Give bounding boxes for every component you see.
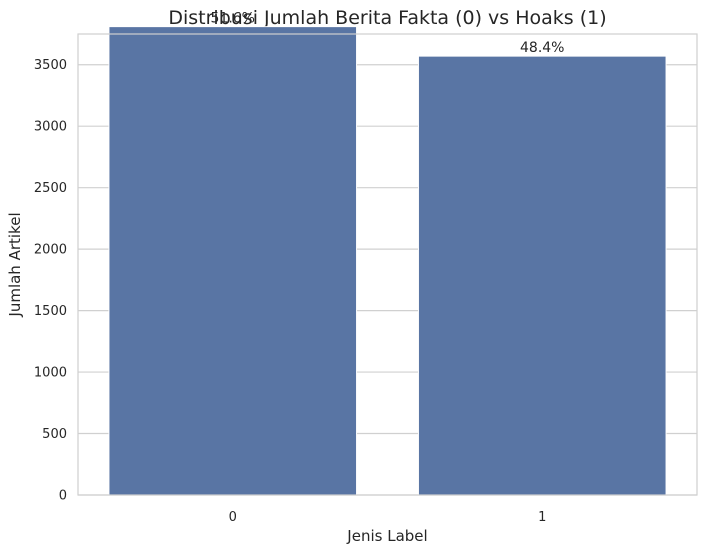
y-tick-label: 500 [42, 427, 67, 442]
bars [108, 26, 667, 496]
y-tick-label: 3500 [34, 58, 67, 73]
x-axis-label: Jenis Label [346, 527, 427, 545]
plot-frame [77, 33, 698, 496]
x-tick-label: 1 [538, 510, 546, 525]
y-tick-label: 2000 [34, 243, 67, 258]
y-tick-label: 3000 [34, 120, 67, 135]
bar [417, 55, 667, 496]
y-tick-label: 1500 [34, 304, 67, 319]
bar-data-label: 51.6% [211, 11, 255, 27]
bar-data-label: 48.4% [520, 40, 564, 56]
bar [108, 26, 358, 496]
y-tick-label: 0 [59, 489, 67, 504]
y-tick-label: 1000 [34, 366, 67, 381]
y-tick-labels: 0 500 1000 1500 2000 2500 3000 3500 [34, 58, 67, 503]
y-tick-label: 2500 [34, 181, 67, 196]
chart-title: Distribusi Jumlah Berita Fakta (0) vs Ho… [168, 7, 606, 29]
y-axis-label: Jumlah Artikel [6, 212, 24, 317]
x-tick-label: 0 [229, 510, 237, 525]
data-labels: 51.6% 48.4% [211, 11, 565, 57]
